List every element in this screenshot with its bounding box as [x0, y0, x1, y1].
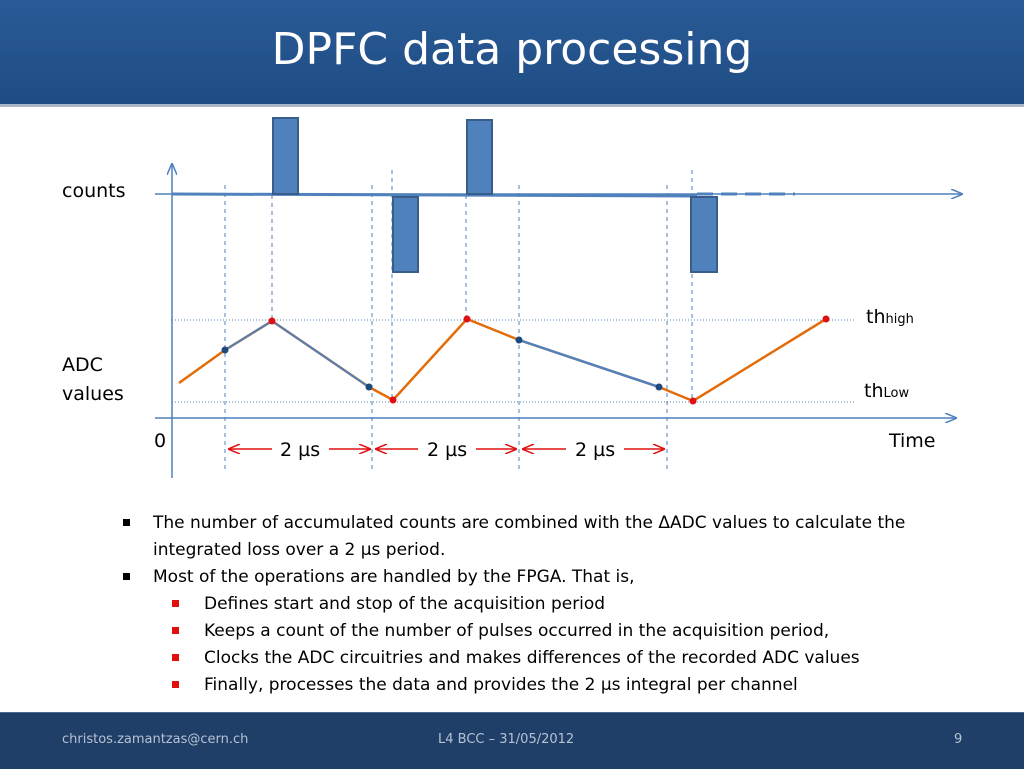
adc-sample-segment [271, 320, 370, 388]
sub-bullet-item: Clocks the ADC circuitries and makes dif… [120, 645, 980, 672]
pulse-up [272, 117, 299, 195]
adc-label-line1: ADC [62, 354, 103, 376]
adc-sample-segment [224, 320, 273, 351]
bullet-item: Most of the operations are handled by th… [120, 564, 980, 591]
sub-bullet-text: Keeps a count of the number of pulses oc… [204, 621, 830, 641]
slide-title: DPFC data processing [271, 24, 753, 75]
footer-page-number: 9 [954, 732, 963, 747]
adc-points [221, 315, 830, 405]
th-low-main: th [864, 380, 884, 402]
adc-trace [178, 317, 827, 403]
bullet-list: The number of accumulated counts are com… [120, 510, 980, 699]
threshold-low-label: thLow [864, 379, 909, 406]
sub-bullet-text: Clocks the ADC circuitries and makes dif… [204, 648, 860, 668]
pulse-down [690, 196, 718, 273]
sub-bullet-item: Keeps a count of the number of pulses oc… [120, 618, 980, 645]
footer-email: christos.zamantzas@cern.ch [62, 732, 249, 747]
adc-label-line2: values [62, 383, 124, 405]
trough-point [689, 397, 697, 405]
th-high-main: th [866, 306, 886, 328]
sample-point [655, 383, 663, 391]
title-bar: DPFC data processing [0, 0, 1024, 107]
sub-bullet-text: Finally, processes the data and provides… [204, 675, 798, 695]
peak-point [463, 315, 471, 323]
adc-sample-segment [518, 338, 660, 389]
time-axis-label: Time [889, 430, 936, 452]
adc-values-label: ADC values [62, 351, 124, 409]
sub-bullet-item: Finally, processes the data and provides… [120, 672, 980, 699]
th-low-sub: Low [883, 386, 910, 401]
footer-event: L4 BCC – 31/05/2012 [438, 732, 575, 747]
sample-point [515, 336, 523, 344]
threshold-high-label: thhigh [866, 305, 914, 332]
counts-baseline [171, 192, 698, 198]
timing-diagram [155, 117, 1024, 478]
origin-label: 0 [154, 430, 167, 452]
trough-point [389, 396, 397, 404]
sub-bullet-item: Defines start and stop of the acquisitio… [120, 591, 980, 618]
bullet-text: Most of the operations are handled by th… [153, 567, 635, 587]
pulse-up [466, 119, 493, 195]
peak-point [822, 315, 830, 323]
pulse-down [392, 196, 419, 273]
sample-point [221, 346, 229, 354]
sub-bullet-text: Defines start and stop of the acquisitio… [204, 594, 606, 614]
interval-label: 2 µs [280, 439, 321, 461]
peak-point [268, 317, 276, 325]
sample-point [365, 383, 373, 391]
interval-label: 2 µs [575, 439, 616, 461]
counts-label: counts [62, 180, 126, 202]
interval-label: 2 µs [427, 439, 468, 461]
bullet-item: The number of accumulated counts are com… [120, 510, 980, 564]
time-markers [224, 170, 693, 470]
th-high-sub: high [885, 312, 914, 327]
footer-bar: christos.zamantzas@cern.ch L4 BCC – 31/0… [0, 712, 1024, 769]
bullet-text: The number of accumulated counts are com… [153, 513, 906, 560]
count-pulses [272, 117, 718, 273]
